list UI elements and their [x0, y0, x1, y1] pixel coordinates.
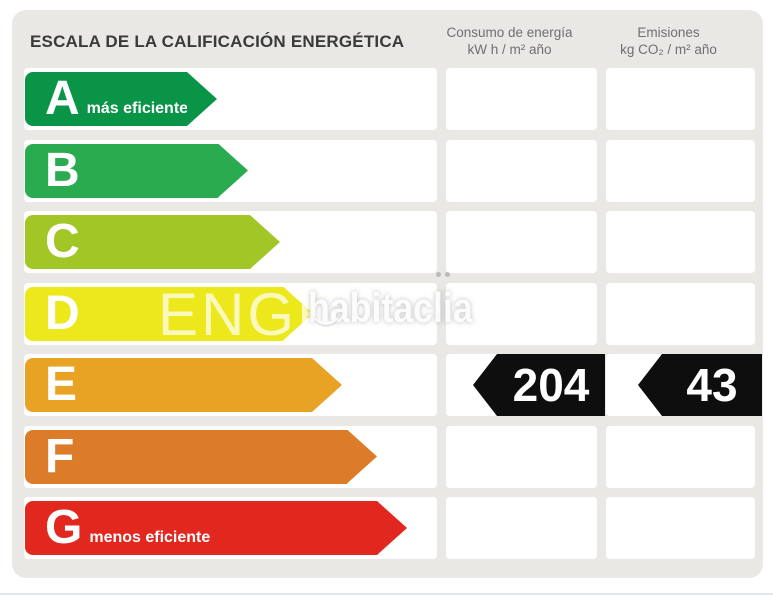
emissions-cell [606, 211, 755, 273]
consumption-header-label: Consumo de energía [446, 25, 573, 40]
rating-letter: C [45, 215, 80, 268]
consumption-cell [446, 68, 597, 130]
emissions-cell [606, 68, 755, 130]
emissions-cell [606, 425, 755, 488]
consumption-cell [446, 425, 597, 488]
emissions-column-header: Emisiones kg CO₂ / m² año [594, 24, 743, 58]
rating-row-f: F [24, 425, 755, 488]
rating-bar: F [25, 429, 377, 484]
rating-bar: E [25, 358, 342, 412]
rating-rows: A más eficiente B C D [24, 68, 755, 569]
emissions-cell [606, 139, 755, 202]
rating-letter: F [45, 429, 75, 483]
rating-letter: A [45, 72, 80, 125]
consumption-column-header: Consumo de energía kW h / m² año [434, 24, 585, 58]
rating-row-a: A más eficiente [24, 68, 755, 130]
rating-bar: C [25, 215, 280, 269]
watermark-dots-icon [436, 272, 450, 277]
rating-row-b: B [24, 139, 755, 202]
rating-note: menos eficiente [89, 529, 211, 546]
rating-row-d: D [24, 282, 755, 345]
emissions-header-label: Emisiones [637, 25, 700, 40]
rating-bar: A más eficiente [25, 72, 217, 126]
rating-letter: B [45, 143, 80, 197]
rating-letter: E [45, 358, 78, 411]
rating-bar: B [25, 143, 248, 198]
emissions-header-units: kg CO₂ / m² año [620, 42, 717, 57]
emissions-cell [606, 282, 755, 345]
rating-letter: D [45, 286, 80, 340]
emissions-cell [606, 497, 755, 559]
rating-bar: D [25, 286, 313, 341]
page-title: ESCALA DE LA CALIFICACIÓN ENERGÉTICA [30, 32, 405, 51]
rating-note: más eficiente [86, 100, 189, 117]
rating-row-c: C [24, 211, 755, 273]
emissions-value-badge: 43 [638, 354, 762, 416]
consumption-cell [446, 211, 597, 273]
consumption-cell [446, 497, 597, 559]
consumption-cell [446, 139, 597, 202]
rating-row-g: G menos eficiente [24, 497, 755, 559]
rating-bar: G menos eficiente [25, 501, 407, 555]
rating-letter: G [45, 501, 83, 554]
consumption-header-units: kW h / m² año [467, 42, 552, 57]
page-bottom-divider [0, 593, 773, 595]
energy-scale-card: ESCALA DE LA CALIFICACIÓN ENERGÉTICA Con… [12, 10, 763, 578]
consumption-value-badge: 204 [473, 354, 605, 416]
consumption-cell [446, 282, 597, 345]
watermark-smile-icon [312, 310, 340, 325]
